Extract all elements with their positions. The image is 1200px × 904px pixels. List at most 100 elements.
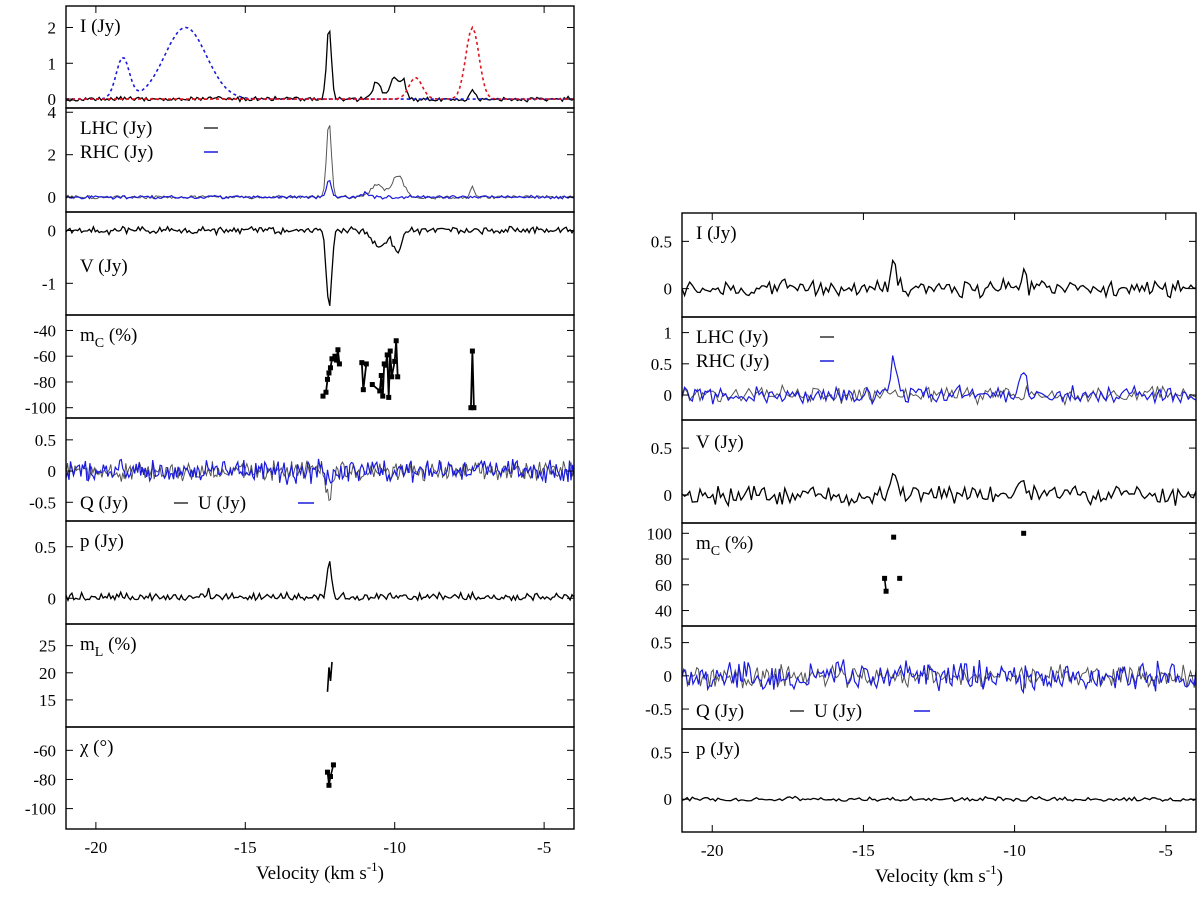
left-mC-ytick-label: -60: [33, 347, 56, 366]
left-mC-point: [320, 393, 326, 399]
right-p-ytick-label: 0.5: [651, 743, 672, 762]
left-V-data: [66, 225, 574, 306]
left-QU-data: [66, 458, 574, 502]
left-Q-label: Q (Jy): [80, 493, 128, 514]
left-LR-data: [66, 125, 574, 200]
left-mC-line-2: [360, 362, 368, 390]
left-p-ytick-label: 0.5: [35, 538, 56, 557]
right-panel-QU: -0.5 0 0.5 Q (Jy) U (Jy): [645, 625, 1197, 730]
left-panel-p: 0 0.5 p (Jy): [35, 520, 575, 625]
left-mC-point: [471, 405, 477, 411]
left-mL-label-unit: (%): [103, 634, 136, 655]
right-xtick-label: -5: [1159, 841, 1173, 860]
right-mC-frame: [681, 522, 1197, 627]
left-V-ytick-label: -1: [42, 274, 56, 293]
left-V-series: [66, 225, 574, 306]
left-LHC-label: LHC (Jy): [80, 118, 152, 139]
left-p-frame: [65, 520, 575, 625]
left-mL-line: [326, 661, 333, 692]
left-LR-ytick-label: 4: [48, 103, 57, 122]
left-mC-point: [324, 376, 330, 382]
left-RHC-label: RHC (Jy): [80, 142, 153, 163]
left-mC-label-sub: C: [95, 336, 104, 351]
left-mC-point: [377, 388, 383, 394]
right-LR-ytick-label: 0.5: [651, 355, 672, 374]
right-RHC-label: RHC (Jy): [696, 351, 769, 372]
left-mC-point: [335, 347, 341, 353]
left-mL-ytick-label: 25: [39, 637, 56, 656]
left-chi-point: [330, 762, 336, 768]
right-LR-ytick-label: 0: [664, 386, 673, 405]
right-Q-label: Q (Jy): [696, 701, 744, 722]
left-mC-frame: [65, 314, 575, 419]
left-mC-point: [333, 357, 339, 363]
left-xtick-label: -20: [85, 838, 108, 857]
right-xtick-label: -10: [1003, 841, 1026, 860]
left-QU-ytick-label: 0: [48, 462, 57, 481]
left-p-panel-label: p (Jy): [80, 531, 124, 552]
left-I-ytick-label: 0: [48, 90, 57, 109]
left-mC-point: [380, 393, 386, 399]
left-xlabel-end: ): [378, 863, 384, 884]
right-LR-ytick-label: 1: [664, 324, 673, 343]
left-QU-ytick-label: -0.5: [29, 493, 56, 512]
right-V-frame: [681, 419, 1197, 524]
left-panel-I: 0 1 2 I (Jy): [48, 5, 575, 109]
right-V-data: [682, 472, 1196, 508]
left-chi-point: [324, 769, 330, 775]
left-I-series: [66, 29, 574, 103]
right-xlabel-sup: -1: [986, 862, 997, 877]
left-mL-label-base: m: [80, 634, 95, 655]
right-LR-data: [682, 355, 1196, 407]
right-panel-p: 0 0.5 p (Jy): [651, 728, 1197, 833]
left-chi-ytick-label: -80: [33, 770, 56, 789]
right-panel-LR: 0 0.5 1 LHC (Jy) RHC (Jy): [651, 316, 1197, 421]
left-I-data: [66, 25, 574, 103]
left-V-panel-label: V (Jy): [80, 256, 128, 277]
left-I-overlay-2: [66, 25, 574, 100]
left-mC-line-4: [470, 351, 475, 408]
right-mC-label-unit: (%): [720, 533, 753, 554]
right-U-series: [682, 659, 1196, 695]
left-xtick-label: -10: [383, 838, 406, 857]
right-V-panel-label: V (Jy): [696, 432, 744, 453]
left-mL-ytick-label: 20: [39, 664, 56, 683]
left-Q-series: [66, 460, 574, 502]
left-panel-chi: -100 -80 -60 χ (°): [25, 726, 575, 830]
left-I-frame: [65, 5, 575, 109]
left-QU-ytick-label: 0.5: [35, 431, 56, 450]
left-I-ytick-label: 1: [48, 54, 57, 73]
right-p-frame: [681, 728, 1197, 833]
left-chi-point: [326, 782, 332, 788]
left-mC-point: [326, 370, 332, 376]
left-xlabel-base: Velocity (km s: [256, 863, 367, 884]
left-mC-point: [387, 348, 393, 354]
right-p-panel-label: p (Jy): [696, 739, 740, 760]
right-x-axis-label: Velocity (km s-1): [875, 862, 1003, 887]
right-mC-point: [891, 534, 897, 540]
left-mC-panel-label: mC (%): [80, 325, 137, 351]
left-mC-point: [359, 360, 365, 366]
left-mC-line-3: [371, 340, 399, 398]
left-mC-ytick-label: -80: [33, 373, 56, 392]
left-panel-QU: -0.5 0 0.5 Q (Jy) U (Jy): [29, 417, 575, 522]
right-QU-ytick-label: 0: [664, 667, 673, 686]
right-mC-ytick-label: 40: [655, 602, 672, 621]
left-mC-ytick-label: -100: [25, 399, 56, 418]
left-chi-ytick-label: -60: [33, 741, 56, 760]
left-V-ytick-label: 0: [48, 221, 57, 240]
left-mC-point: [336, 361, 342, 367]
left-panel-mC: -100 -80 -60 -40 mC (%): [25, 314, 575, 419]
right-I-ytick-label: 0: [664, 280, 673, 299]
right-p-series: [682, 795, 1196, 803]
left-chi-ytick-label: -100: [25, 800, 56, 819]
left-mC-point: [383, 362, 389, 368]
left-mC-label-unit: (%): [104, 325, 137, 346]
left-mL-frame: [65, 623, 575, 728]
right-mC-label-base: m: [696, 533, 711, 554]
right-I-data: [682, 258, 1196, 300]
left-panel-V: -1 0 V (Jy): [42, 211, 575, 316]
right-LHC-label: LHC (Jy): [696, 327, 768, 348]
